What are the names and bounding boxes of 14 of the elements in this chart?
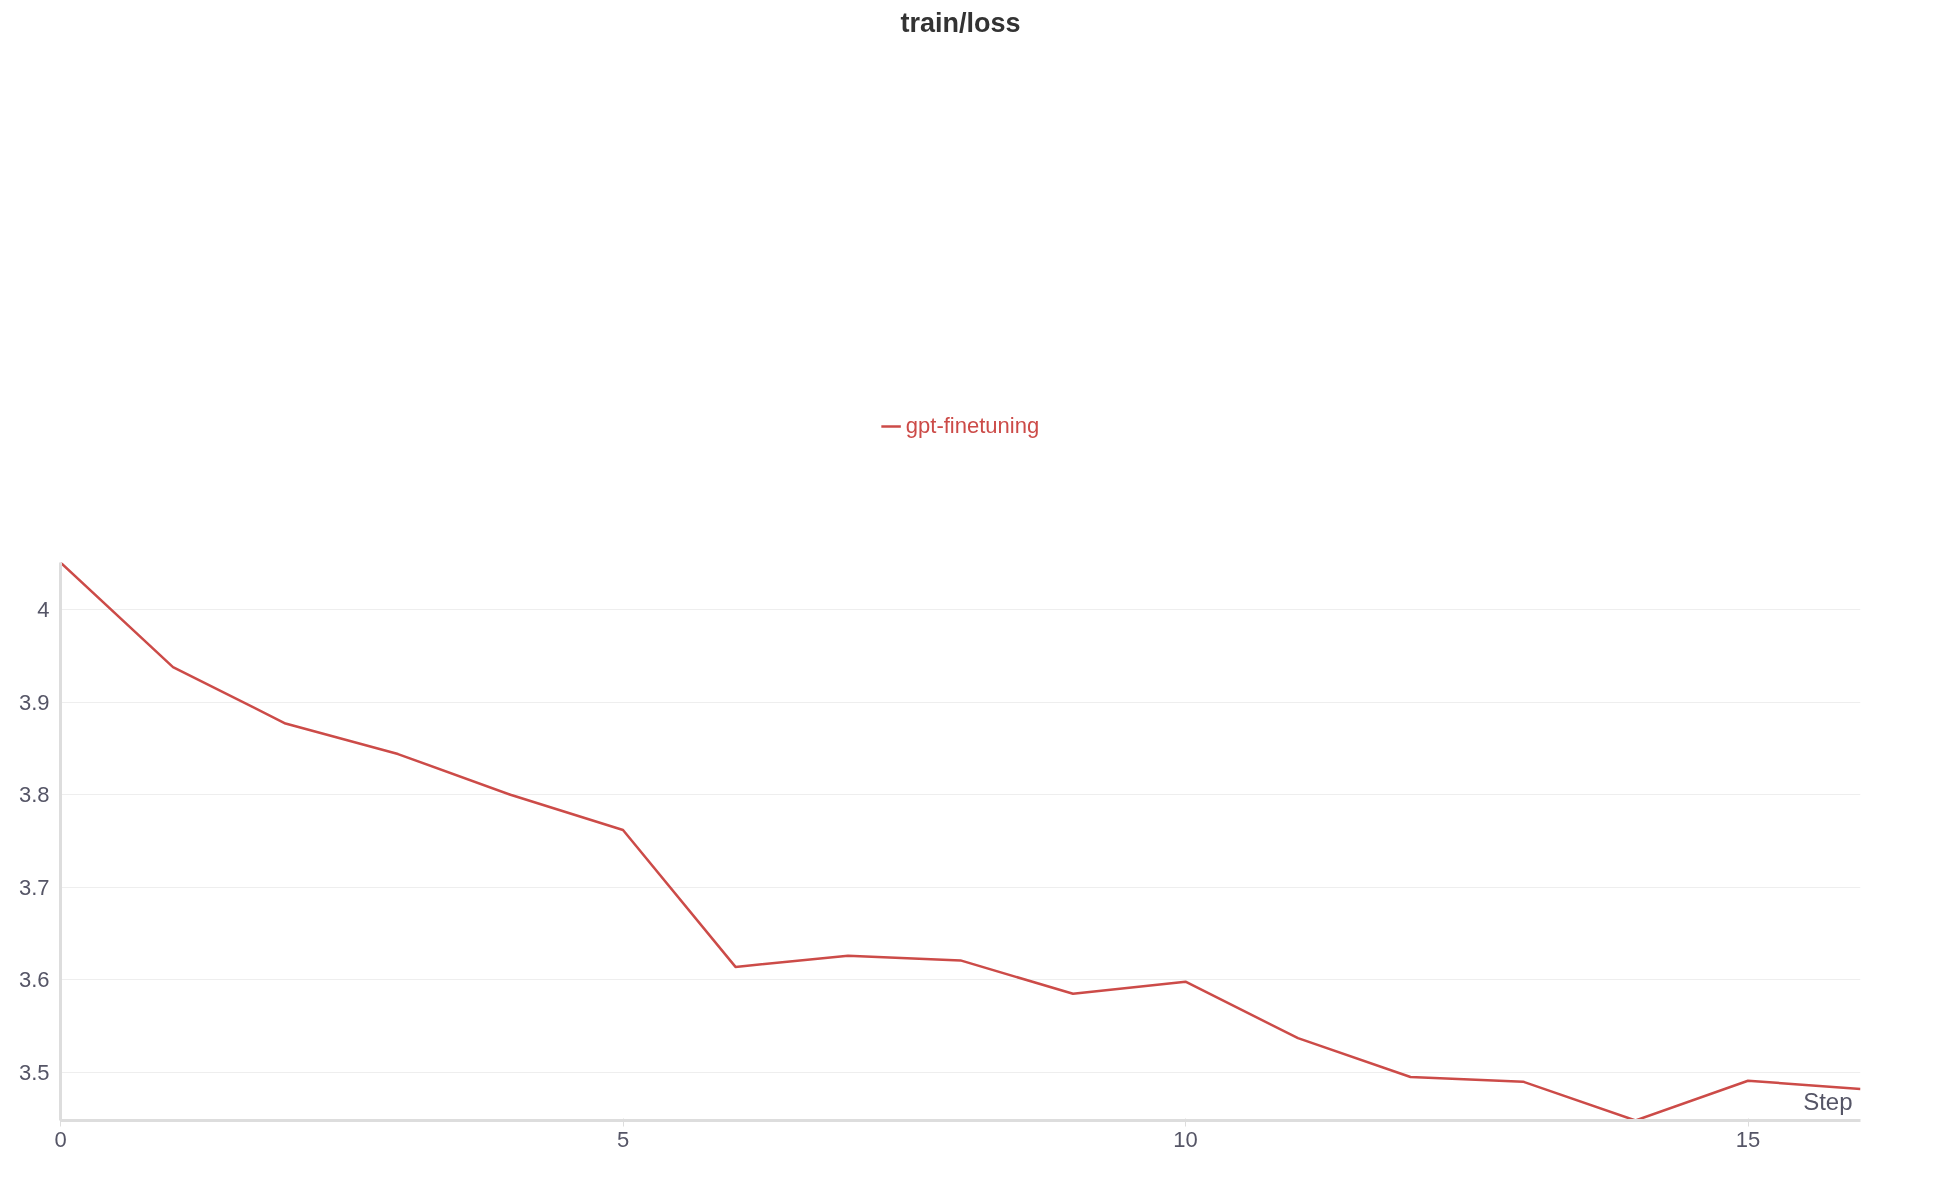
chart-title: train/loss	[900, 7, 1021, 38]
y-tick-label: 4	[37, 597, 50, 623]
y-tick-label: 3.7	[18, 874, 50, 900]
x-tick-label: 5	[616, 1126, 630, 1152]
x-tick-label: 15	[1735, 1126, 1761, 1152]
x-axis-title: Step	[1803, 1087, 1853, 1115]
legend-label: gpt-finetuning	[905, 412, 1040, 439]
x-tick-label: 0	[54, 1126, 67, 1152]
x-tick-label: 10	[1173, 1126, 1198, 1152]
y-tick-label: 3.8	[18, 782, 50, 808]
y-tick-label: 3.5	[18, 1059, 50, 1085]
y-tick-label: 3.9	[18, 689, 50, 715]
y-tick-label: 3.6	[18, 967, 50, 993]
line-series	[60, 562, 1861, 1121]
